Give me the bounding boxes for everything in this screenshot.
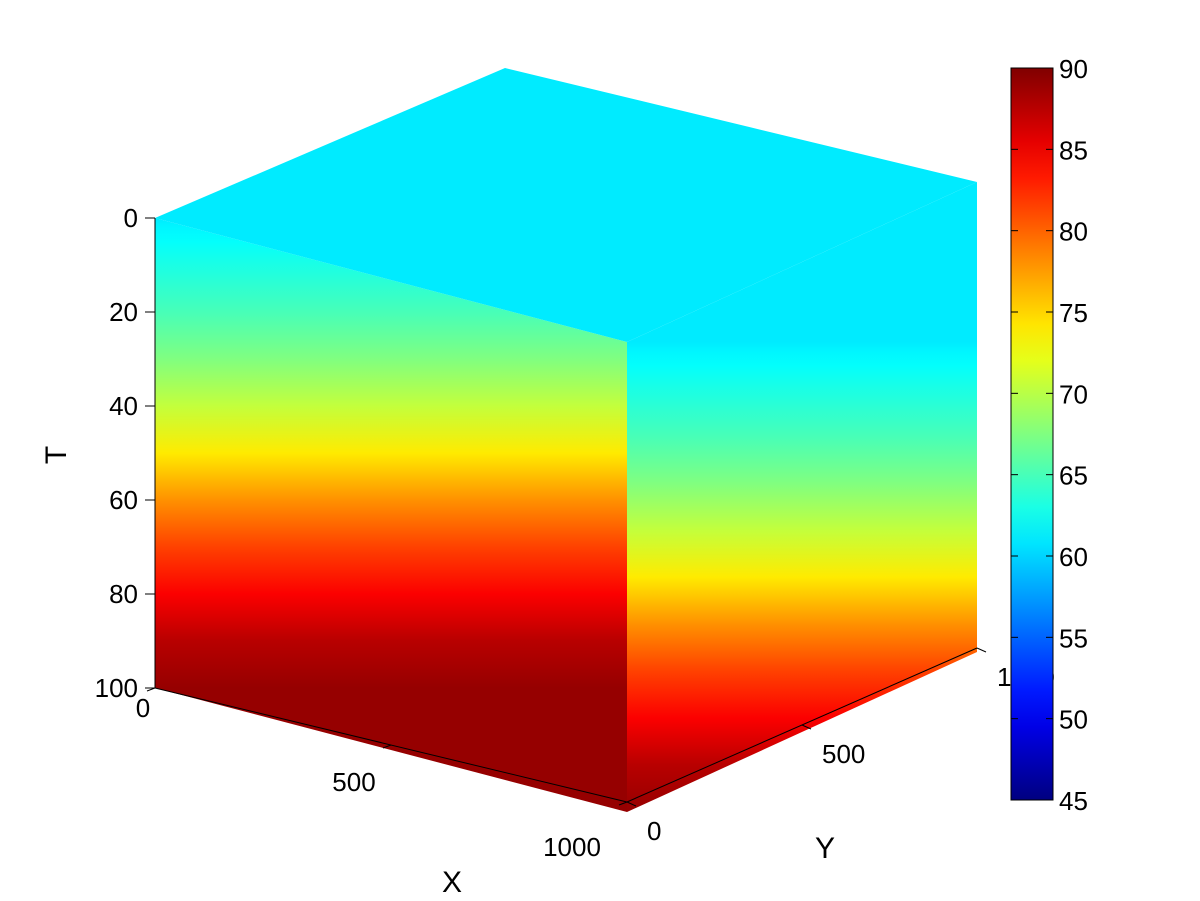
colorbar-ticks: 45 50 55 60 65 70 75 80 85 90 xyxy=(1011,54,1088,816)
x-tick-mark xyxy=(618,801,628,806)
y-tick-label: 0 xyxy=(647,816,661,846)
x-axis-label: X xyxy=(442,866,462,899)
colorbar-tick-label: 50 xyxy=(1059,705,1088,735)
colorbar-tick-label: 60 xyxy=(1059,542,1088,572)
cube-top-face xyxy=(155,68,977,342)
y-tick-label: 500 xyxy=(822,739,865,769)
t-tick-label: 40 xyxy=(109,391,138,421)
colorbar xyxy=(1010,67,1054,801)
colorbar-tick-label: 75 xyxy=(1059,298,1088,328)
y-tick-mark xyxy=(976,647,987,653)
y-tick-mark xyxy=(801,724,812,730)
t-axis-ticks: 0 20 40 60 80 100 xyxy=(95,203,155,703)
t-tick-label: 0 xyxy=(124,203,138,233)
x-tick-label: 1000 xyxy=(543,832,601,862)
x-tick-mark xyxy=(146,687,156,692)
y-tick-mark xyxy=(626,801,637,807)
colorbar-tick-label: 55 xyxy=(1059,623,1088,653)
x-tick-mark xyxy=(382,744,392,749)
x-tick-label: 500 xyxy=(332,767,375,797)
colorbar-tick-label: 80 xyxy=(1059,217,1088,247)
t-tick-label: 20 xyxy=(109,297,138,327)
x-axis-ticks: 0 500 1000 xyxy=(136,687,628,862)
cube-right-face xyxy=(627,182,977,812)
cube-left-face xyxy=(155,218,627,812)
colorbar-tick-label: 65 xyxy=(1059,461,1088,491)
colorbar-tick-label: 70 xyxy=(1059,379,1088,409)
x-tick-label: 0 xyxy=(136,693,150,723)
colorbar-tick-label: 45 xyxy=(1059,786,1088,816)
y-axis-label: Y xyxy=(815,832,835,865)
t-axis-label: T xyxy=(40,446,73,464)
colorbar-tick-label: 85 xyxy=(1059,135,1088,165)
colorbar-tick-label: 90 xyxy=(1059,54,1088,84)
t-tick-label: 80 xyxy=(109,579,138,609)
t-tick-label: 100 xyxy=(95,673,138,703)
t-tick-label: 60 xyxy=(109,485,138,515)
